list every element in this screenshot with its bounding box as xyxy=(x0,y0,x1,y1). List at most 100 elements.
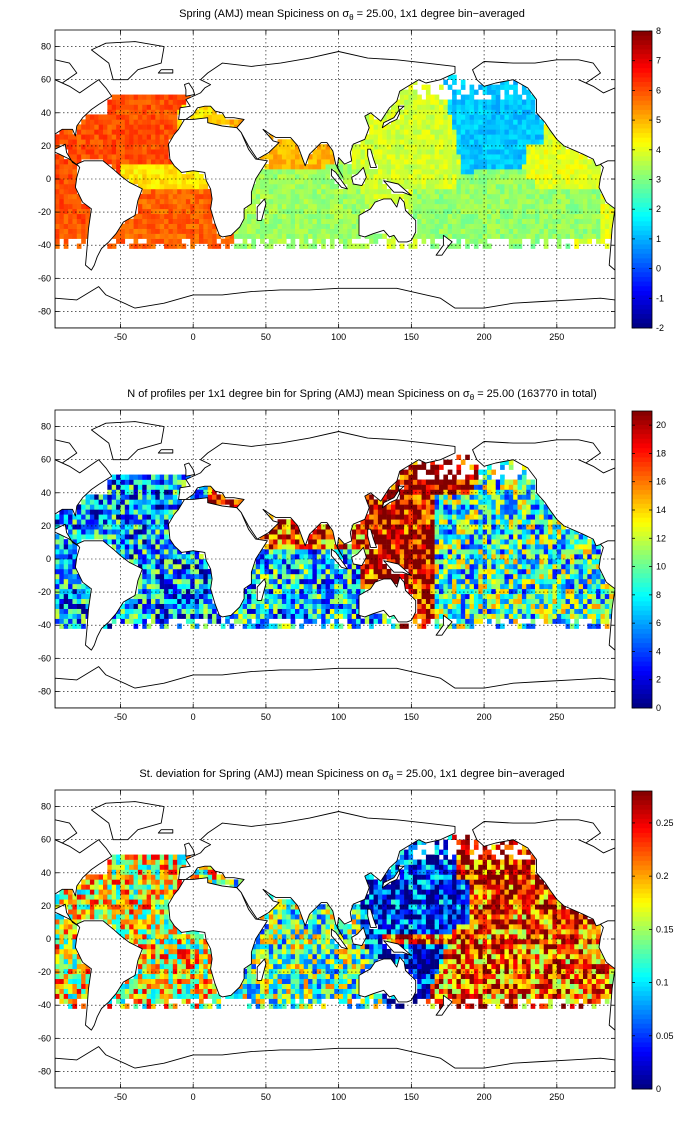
heatmap-cell xyxy=(526,94,531,100)
heatmap-cell xyxy=(133,94,139,100)
heatmap-cell xyxy=(159,198,165,205)
heatmap-cell xyxy=(596,188,601,195)
heatmap-cell xyxy=(552,218,558,224)
heatmap-cell xyxy=(55,618,60,624)
heatmap-cell xyxy=(369,504,374,510)
heatmap-cell xyxy=(273,169,278,175)
heatmap-cell xyxy=(63,203,69,210)
colorbar-swatch xyxy=(632,276,652,282)
heatmap-cell xyxy=(308,554,313,560)
heatmap-cell xyxy=(281,623,287,629)
heatmap-cell xyxy=(552,183,558,190)
heatmap-cell xyxy=(404,479,409,485)
heatmap-cell xyxy=(421,479,427,485)
heatmap-cell xyxy=(460,203,466,210)
heatmap-cell xyxy=(487,243,492,249)
heatmap-cell xyxy=(94,519,99,525)
heatmap-cell xyxy=(111,149,117,155)
heatmap-cell xyxy=(185,588,191,595)
heatmap-cell xyxy=(391,509,396,515)
heatmap-cell xyxy=(434,494,440,500)
heatmap-cell xyxy=(129,559,134,565)
heatmap-cell xyxy=(473,188,479,195)
heatmap-cell xyxy=(578,223,584,229)
heatmap-cell xyxy=(561,169,566,175)
heatmap-cell xyxy=(465,554,470,560)
heatmap-cell xyxy=(351,549,357,555)
heatmap-cell xyxy=(299,583,305,590)
heatmap-cell xyxy=(364,174,370,180)
heatmap-cell xyxy=(295,154,300,160)
heatmap-cell xyxy=(382,139,387,145)
heatmap-cell xyxy=(395,623,401,629)
heatmap-cell xyxy=(399,174,405,180)
heatmap-cell xyxy=(72,524,78,530)
heatmap-cell xyxy=(408,588,414,595)
heatmap-cell xyxy=(190,573,195,580)
heatmap-cell xyxy=(247,228,252,234)
heatmap-cell xyxy=(281,174,287,180)
heatmap-cell xyxy=(434,188,440,195)
heatmap-cell xyxy=(286,243,291,249)
heatmap-cell xyxy=(164,144,169,150)
heatmap-cell xyxy=(447,509,453,515)
heatmap-cell xyxy=(417,529,422,535)
heatmap-cell xyxy=(116,534,121,540)
heatmap-cell xyxy=(360,539,366,545)
heatmap-cell xyxy=(543,213,549,220)
heatmap-cell xyxy=(207,484,213,490)
heatmap-cell xyxy=(146,109,152,115)
heatmap-cell xyxy=(412,139,418,145)
heatmap-cell xyxy=(377,539,383,545)
heatmap-cell xyxy=(268,223,274,229)
heatmap-cell xyxy=(242,213,248,220)
heatmap-cell xyxy=(164,474,169,480)
heatmap-cell xyxy=(430,489,435,495)
heatmap-cell xyxy=(133,623,139,629)
heatmap-cell xyxy=(81,588,86,595)
heatmap-cell xyxy=(356,549,361,555)
heatmap-cell xyxy=(72,578,78,585)
heatmap-cell xyxy=(133,218,139,224)
heatmap-cell xyxy=(478,578,483,585)
heatmap-cell xyxy=(151,243,156,249)
heatmap-cell xyxy=(295,183,300,190)
heatmap-cell xyxy=(260,188,265,195)
heatmap-cell xyxy=(500,84,505,90)
heatmap-cell xyxy=(142,598,147,604)
heatmap-cell xyxy=(286,183,291,190)
heatmap-cell xyxy=(129,529,134,535)
heatmap-cell xyxy=(443,484,449,490)
heatmap-cell xyxy=(421,218,427,224)
heatmap-cell xyxy=(146,583,152,590)
colorbar-tick-label: 4 xyxy=(656,145,661,155)
heatmap-cell xyxy=(487,544,492,550)
heatmap-cell xyxy=(146,218,152,224)
heatmap-cell xyxy=(273,193,278,200)
heatmap-cell xyxy=(133,593,139,600)
heatmap-cell xyxy=(168,94,174,100)
heatmap-cell xyxy=(172,228,178,234)
heatmap-cell xyxy=(495,499,501,505)
heatmap-cell xyxy=(164,223,169,229)
heatmap-cell xyxy=(251,613,257,619)
heatmap-cell xyxy=(500,474,505,480)
heatmap-cell xyxy=(439,504,444,510)
heatmap-cell xyxy=(382,149,387,155)
heatmap-cell xyxy=(373,554,379,560)
heatmap-cell xyxy=(142,504,147,510)
heatmap-cell xyxy=(425,154,431,160)
heatmap-cell xyxy=(321,164,326,170)
heatmap-cell xyxy=(373,618,379,624)
heatmap-cell xyxy=(360,164,366,170)
heatmap-cell xyxy=(417,193,422,200)
heatmap-cell xyxy=(526,169,531,175)
heatmap-cell xyxy=(107,119,113,125)
heatmap-cell xyxy=(395,479,401,485)
heatmap-cell xyxy=(338,238,344,244)
heatmap-cell xyxy=(151,208,156,215)
heatmap-cell xyxy=(59,563,65,570)
heatmap-cell xyxy=(439,164,444,170)
heatmap-cell xyxy=(85,139,91,145)
heatmap-cell xyxy=(343,228,348,234)
